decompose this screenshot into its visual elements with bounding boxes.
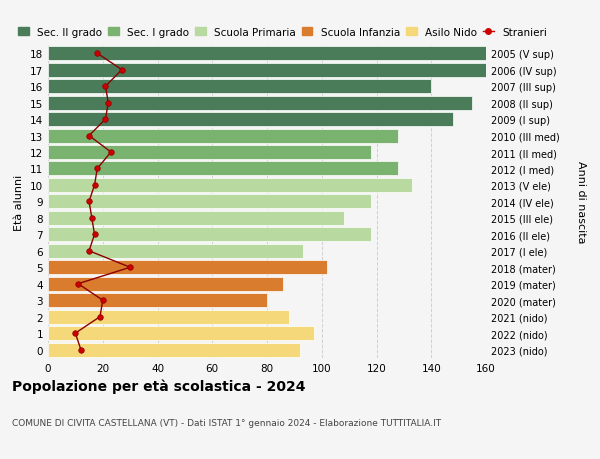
Bar <box>48 179 412 192</box>
Bar <box>48 326 314 341</box>
Y-axis label: Anni di nascita: Anni di nascita <box>576 161 586 243</box>
Text: Popolazione per età scolastica - 2024: Popolazione per età scolastica - 2024 <box>12 379 305 393</box>
Bar <box>48 310 289 324</box>
Bar <box>48 47 486 61</box>
Bar <box>48 63 486 78</box>
Bar <box>48 80 431 94</box>
Bar <box>48 261 327 274</box>
Bar <box>48 129 398 143</box>
Bar <box>48 277 283 291</box>
Bar <box>48 162 398 176</box>
Bar <box>48 96 472 110</box>
Bar <box>48 244 302 258</box>
Bar <box>48 212 344 225</box>
Legend: Sec. II grado, Sec. I grado, Scuola Primaria, Scuola Infanzia, Asilo Nido, Stran: Sec. II grado, Sec. I grado, Scuola Prim… <box>18 28 547 38</box>
Bar <box>48 113 453 127</box>
Y-axis label: Età alunni: Età alunni <box>14 174 25 230</box>
Bar <box>48 228 371 242</box>
Bar <box>48 294 267 308</box>
Bar <box>48 343 300 357</box>
Bar <box>48 146 371 160</box>
Text: COMUNE DI CIVITA CASTELLANA (VT) - Dati ISTAT 1° gennaio 2024 - Elaborazione TUT: COMUNE DI CIVITA CASTELLANA (VT) - Dati … <box>12 418 441 427</box>
Bar <box>48 195 371 209</box>
